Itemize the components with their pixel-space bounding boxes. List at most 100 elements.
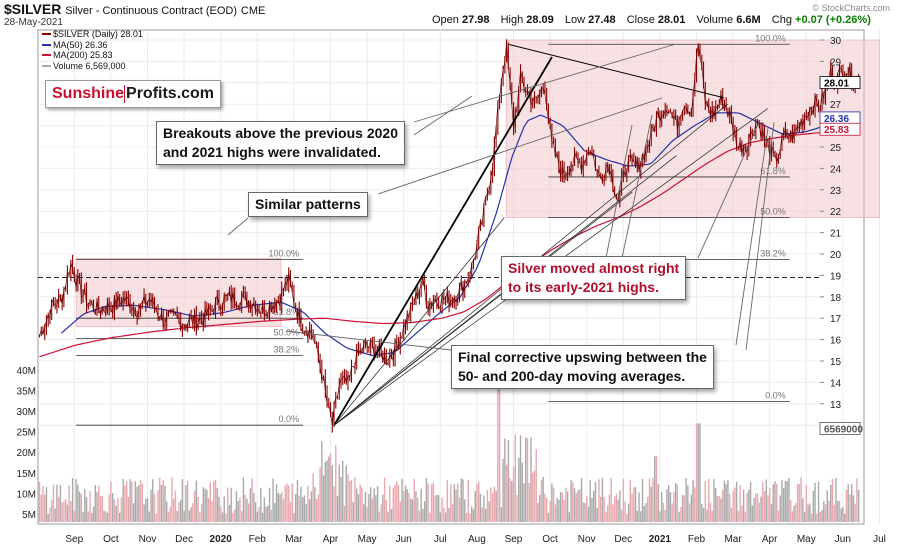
volume-bar: [173, 498, 175, 522]
volume-bar: [336, 495, 339, 522]
volume-bar: [816, 513, 818, 522]
volume-bar: [315, 499, 318, 522]
volume-bar: [249, 488, 252, 522]
volume-bar: [643, 505, 645, 522]
volume-bar: [528, 483, 530, 522]
volume-bar: [474, 491, 476, 522]
volume-bar: [127, 497, 130, 522]
volume-bar: [570, 480, 572, 522]
month-tick-label: Sep: [65, 534, 83, 545]
price-tick-label: 14: [830, 378, 842, 389]
month-tick-label: Dec: [175, 534, 193, 545]
volume-bar: [444, 512, 447, 522]
volume-bar: [542, 476, 544, 522]
month-tick-label: Dec: [614, 534, 632, 545]
volume-bar: [608, 494, 611, 522]
volume-bar: [776, 483, 778, 522]
volume-bar: [305, 504, 307, 522]
volume-bar: [856, 478, 858, 522]
volume-bar: [333, 486, 335, 522]
volume-bar: [495, 491, 497, 522]
volume-bar: [66, 504, 69, 522]
volume-bar: [472, 509, 475, 522]
volume-bar: [293, 513, 295, 522]
ma200-badge-box: [819, 122, 861, 136]
volume-bar: [512, 467, 515, 522]
volume-bar: [314, 487, 316, 522]
volume-bar: [397, 485, 400, 522]
volume-bar: [537, 503, 539, 522]
volume-bar: [394, 484, 396, 522]
month-tick-label: 2021: [649, 534, 672, 545]
volume-bar: [852, 495, 855, 522]
volume-bar: [502, 458, 504, 522]
axes: 12131415161718192021222324252627282930Se…: [17, 36, 886, 545]
volume-tick-label: 30M: [17, 407, 36, 418]
volume-bar: [467, 479, 469, 522]
volume-bar: [322, 475, 325, 522]
volume-bar: [727, 480, 729, 522]
volume-bar: [70, 501, 72, 522]
volume-bar: [615, 493, 618, 522]
price-tick-label: 25: [830, 143, 842, 154]
volume-bar: [661, 492, 663, 522]
volume-bar: [275, 484, 278, 522]
close-value: 28.01: [657, 14, 686, 26]
volume-bar: [837, 501, 839, 522]
callout-similar-text: Similar patterns: [255, 196, 361, 212]
volume-bar: [68, 485, 70, 522]
volume-bar: [185, 485, 187, 522]
volume-bar: [51, 500, 53, 522]
volume-bar: [244, 494, 246, 522]
volume-bar: [40, 494, 42, 522]
volume-bar: [265, 506, 267, 522]
volume-bar: [594, 482, 597, 522]
volume-bar: [744, 512, 747, 522]
volume-bar: [735, 481, 738, 522]
volume-bar: [371, 498, 374, 522]
fib-label: 61.8%: [760, 166, 786, 176]
volume-bar: [544, 493, 546, 522]
volume-bar: [619, 490, 621, 522]
volume-bar: [695, 423, 698, 522]
volume-bar: [507, 440, 510, 522]
volume-bar: [112, 492, 114, 522]
volume-bar: [139, 479, 142, 522]
volume-bar: [535, 448, 537, 522]
volume-bar: [357, 494, 360, 522]
volume-bar: [235, 491, 238, 522]
volume-bar: [124, 485, 126, 522]
volume-bar: [417, 497, 419, 522]
volume-bar: [708, 478, 710, 522]
volume-bar: [317, 494, 320, 522]
volume-bar: [722, 490, 724, 522]
volume-bar: [511, 480, 513, 522]
low-label: Low: [564, 14, 586, 26]
volume-bar: [631, 493, 633, 522]
volume-bar: [110, 481, 112, 522]
high-value: 28.09: [526, 14, 554, 26]
volume-bar: [352, 502, 354, 522]
volume-label: Volume: [696, 14, 734, 26]
pointer-final-right-1: [735, 127, 769, 346]
volume-bar: [242, 477, 245, 522]
volume-tick-label: 5M: [22, 510, 36, 521]
volume-bar: [796, 483, 799, 522]
volume-bar: [490, 487, 492, 522]
chart-legend: $SILVER (Daily) 28.01 MA(50) 26.36 MA(20…: [42, 29, 143, 71]
pointer-breakouts-2021: [413, 43, 677, 123]
volume-bar: [87, 511, 89, 522]
volume-bar: [179, 500, 182, 522]
volume-bar: [138, 485, 140, 522]
volume-bar: [200, 503, 203, 522]
volume-bar: [49, 507, 51, 522]
volume-bar: [854, 503, 856, 522]
low-value: 27.48: [588, 14, 616, 26]
volume-bar: [458, 497, 461, 522]
stockcharts-credit[interactable]: © StockCharts.com: [812, 3, 890, 13]
month-tick-label: Jul: [873, 534, 886, 545]
fib-label: 100.0%: [268, 248, 299, 258]
volume-bar: [521, 462, 523, 522]
volume-bar: [821, 510, 823, 522]
volume-bar: [539, 494, 541, 522]
